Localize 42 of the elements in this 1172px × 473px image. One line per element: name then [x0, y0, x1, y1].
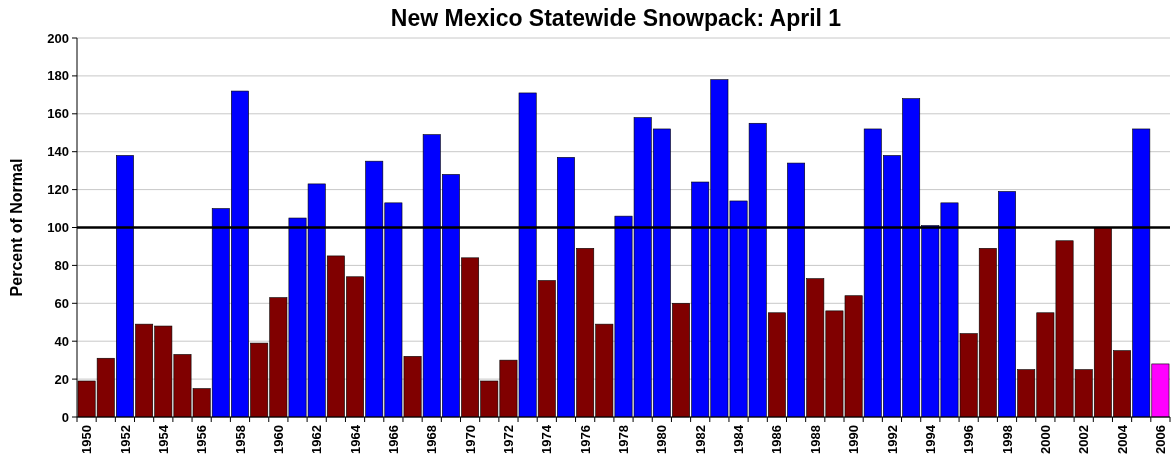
y-tick-label: 120: [47, 182, 69, 198]
x-tick-label: 1950: [79, 425, 95, 454]
x-tick-label: 1978: [616, 425, 632, 454]
y-tick-label: 180: [47, 68, 69, 84]
x-tick-label: 1968: [424, 425, 440, 454]
y-tick-label: 0: [61, 409, 69, 425]
x-tick-label: 1990: [846, 425, 862, 454]
x-tick-label: 2004: [1114, 424, 1130, 454]
y-tick-label: 200: [47, 30, 69, 46]
x-tick-label: 1986: [769, 425, 785, 454]
x-tick-label: 1998: [999, 425, 1015, 454]
x-tick-label: 1996: [961, 425, 977, 454]
x-tick-label: 1982: [692, 425, 708, 454]
x-tick-label: 1966: [385, 425, 401, 454]
x-tick-label: 1958: [232, 425, 248, 454]
x-tick-label: 1988: [807, 425, 823, 454]
y-tick-label: 100: [47, 220, 69, 236]
x-tick-label: 1994: [922, 424, 938, 454]
x-tick-label: 1970: [462, 425, 478, 454]
y-tick-label: 20: [54, 371, 69, 387]
x-tick-label: 1964: [347, 424, 363, 454]
y-tick-label: 60: [54, 295, 69, 311]
x-tick-label: 1956: [194, 425, 210, 454]
y-tick-label: 140: [47, 144, 69, 160]
x-tick-label: 1976: [577, 425, 593, 454]
x-tick-label: 1960: [270, 425, 286, 454]
x-tick-label: 2000: [1037, 425, 1053, 454]
x-tick-label: 1972: [501, 425, 516, 454]
x-tick-label: 2002: [1076, 425, 1092, 454]
y-tick-label: 40: [54, 333, 69, 349]
x-tick-label: 1952: [117, 425, 133, 454]
x-tick-label: 2006: [1152, 425, 1168, 454]
x-tick-label: 1954: [155, 424, 171, 454]
x-tick-label: 1980: [654, 425, 670, 454]
x-tick-label: 1984: [731, 424, 747, 454]
chart-title: New Mexico Statewide Snowpack: April 1: [390, 5, 842, 31]
x-tick-label: 1974: [539, 424, 555, 454]
x-tick-label: 1962: [309, 425, 325, 454]
y-tick-label: 160: [47, 106, 69, 122]
y-tick-label: 80: [54, 257, 69, 273]
y-axis-title: Percent of Normal: [8, 158, 25, 297]
x-tick-label: 1992: [884, 425, 900, 454]
